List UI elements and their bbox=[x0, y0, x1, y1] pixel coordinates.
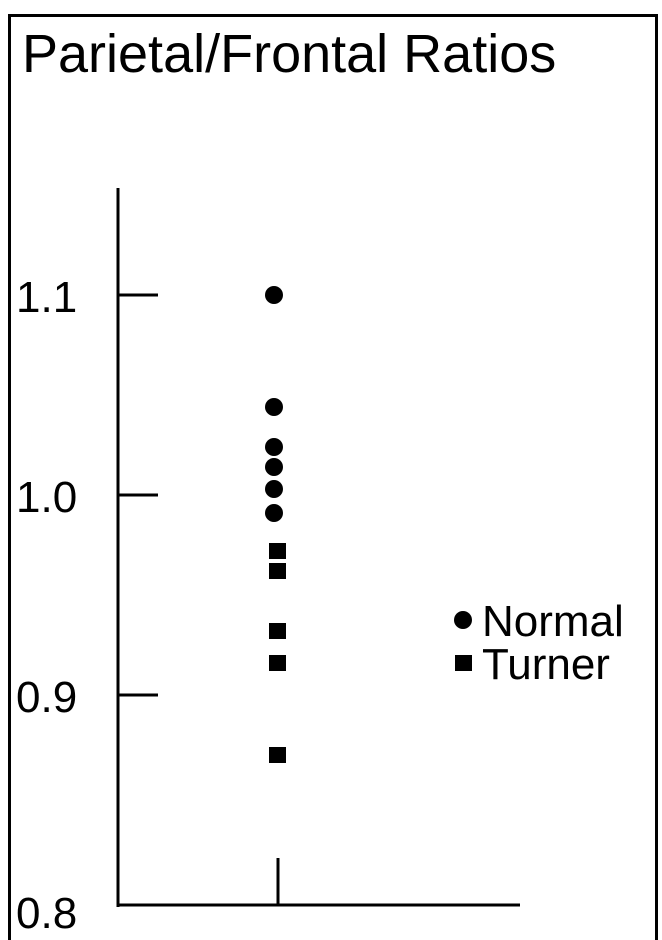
normal-point bbox=[265, 480, 283, 498]
turner-point bbox=[269, 543, 286, 559]
normal-point bbox=[265, 504, 283, 522]
turner-point bbox=[269, 747, 286, 763]
legend-turner-marker bbox=[455, 655, 472, 671]
chart-title: Parietal/Frontal Ratios bbox=[22, 24, 556, 84]
turner-point bbox=[269, 623, 286, 639]
y-ticks: 0.8 0.9 1.0 1.1 bbox=[16, 273, 158, 938]
data-points bbox=[265, 286, 286, 763]
figure-frame bbox=[8, 14, 658, 940]
turner-point bbox=[269, 563, 286, 579]
normal-point bbox=[265, 398, 283, 416]
y-tick-label: 1.1 bbox=[16, 273, 77, 322]
legend-normal-marker bbox=[454, 611, 472, 629]
legend-label: Turner bbox=[482, 640, 610, 689]
axes bbox=[116, 188, 520, 907]
y-tick-label: 1.0 bbox=[16, 473, 77, 522]
y-tick-label: 0.8 bbox=[16, 889, 77, 938]
normal-point bbox=[265, 286, 283, 304]
normal-point bbox=[265, 458, 283, 476]
legend-label: Normal bbox=[482, 597, 624, 646]
normal-point bbox=[265, 438, 283, 456]
y-tick-label: 0.9 bbox=[16, 673, 77, 722]
turner-point bbox=[269, 655, 286, 671]
